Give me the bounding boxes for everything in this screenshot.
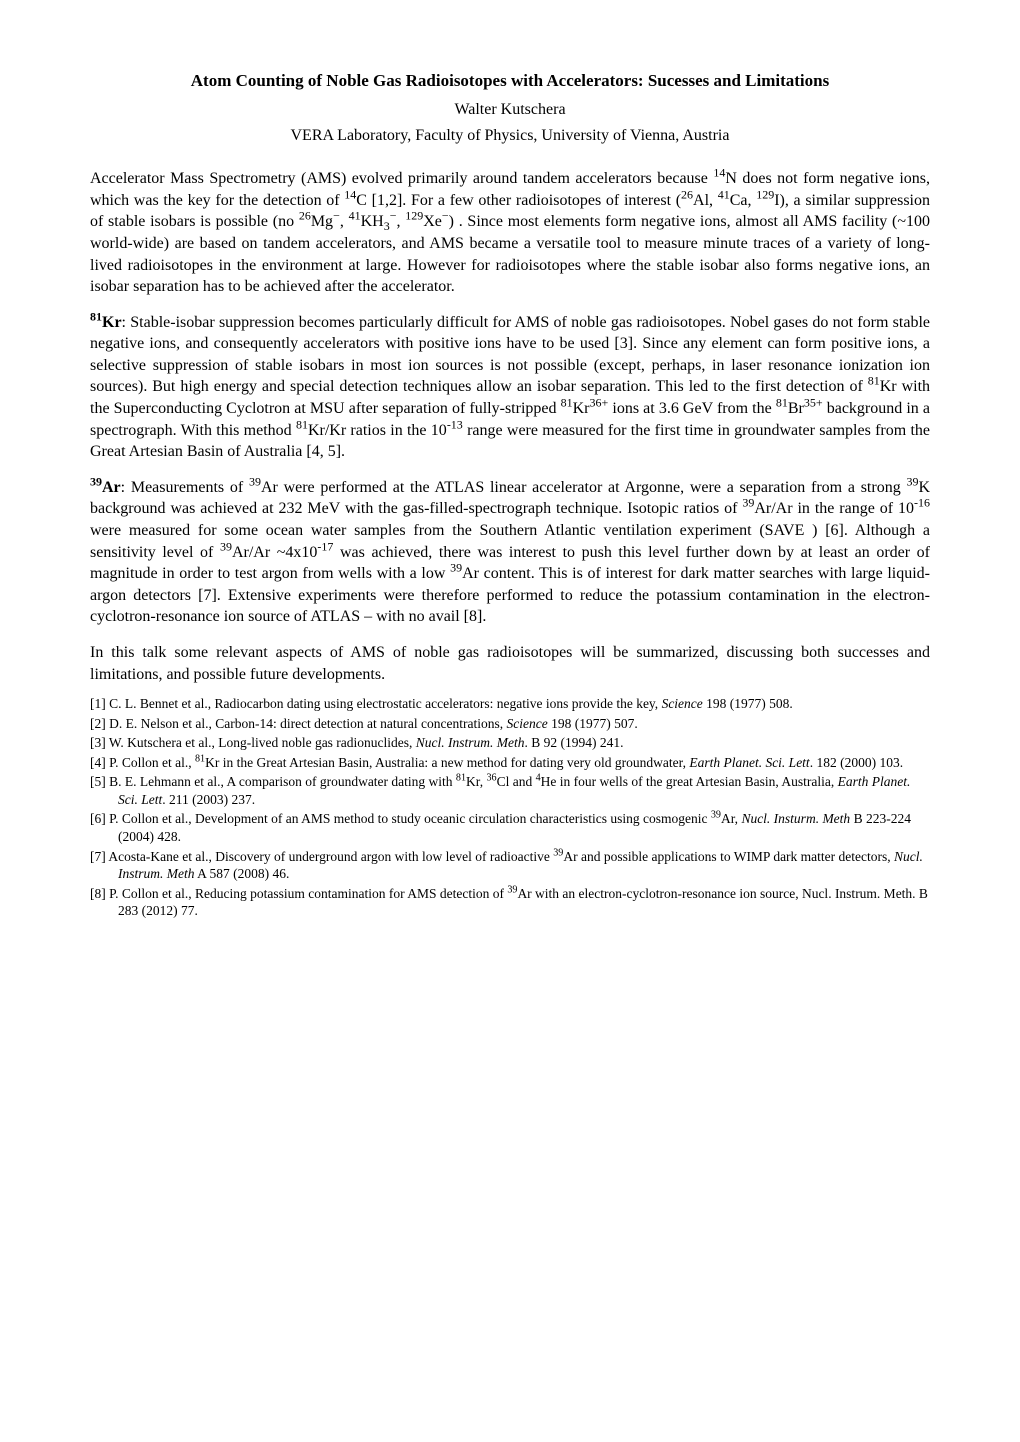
reference-item: [3] W. Kutschera et al., Long-lived nobl… (90, 734, 930, 752)
paper-author: Walter Kutschera (90, 99, 930, 121)
paper-title: Atom Counting of Noble Gas Radioisotopes… (90, 70, 930, 93)
reference-item: [6] P. Collon et al., Development of an … (90, 810, 930, 845)
reference-item: [2] D. E. Nelson et al., Carbon-14: dire… (90, 715, 930, 733)
paper-affiliation: VERA Laboratory, Faculty of Physics, Uni… (90, 125, 930, 147)
paragraph-summary: In this talk some relevant aspects of AM… (90, 642, 930, 685)
reference-item: [8] P. Collon et al., Reducing potassium… (90, 885, 930, 920)
paragraph-intro: Accelerator Mass Spectrometry (AMS) evol… (90, 168, 930, 298)
reference-item: [4] P. Collon et al., 81Kr in the Great … (90, 754, 930, 772)
reference-item: [1] C. L. Bennet et al., Radiocarbon dat… (90, 695, 930, 713)
reference-item: [5] B. E. Lehmann et al., A comparison o… (90, 773, 930, 808)
references-block: [1] C. L. Bennet et al., Radiocarbon dat… (90, 695, 930, 920)
paragraph-ar39: 39Ar: Measurements of 39Ar were performe… (90, 477, 930, 628)
reference-item: [7] Acosta-Kane et al., Discovery of und… (90, 848, 930, 883)
paragraph-kr81: 81Kr: Stable-isobar suppression becomes … (90, 312, 930, 463)
